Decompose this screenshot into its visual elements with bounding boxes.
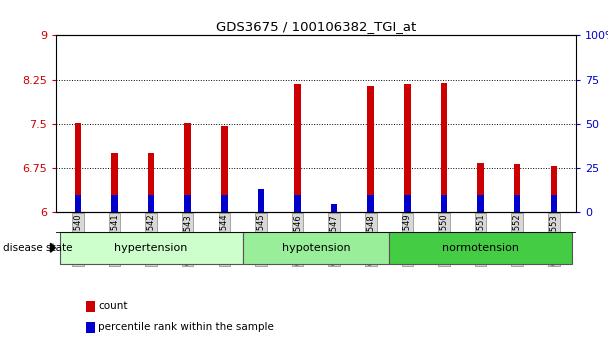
Bar [258, 210, 264, 212]
Bar [367, 195, 374, 212]
Text: disease state: disease state [3, 243, 72, 253]
Bar [294, 84, 301, 212]
Bar [111, 195, 118, 212]
Bar [389, 232, 572, 264]
Bar [550, 195, 557, 212]
Bar [243, 232, 389, 264]
Text: normotension: normotension [442, 243, 519, 253]
Title: GDS3675 / 100106382_TGI_at: GDS3675 / 100106382_TGI_at [216, 20, 416, 33]
Bar [148, 195, 154, 212]
Bar [514, 164, 520, 212]
Bar [184, 123, 191, 212]
Bar [221, 195, 227, 212]
Bar [221, 126, 227, 212]
Bar [404, 84, 410, 212]
Bar [514, 195, 520, 212]
Text: percentile rank within the sample: percentile rank within the sample [98, 322, 274, 332]
Bar [331, 205, 337, 212]
Bar [477, 195, 484, 212]
Bar [75, 123, 81, 212]
Bar [148, 153, 154, 212]
Bar [60, 232, 243, 264]
Bar [184, 195, 191, 212]
Bar [294, 195, 301, 212]
Bar [477, 164, 484, 212]
Text: hypotension: hypotension [282, 243, 350, 253]
Bar [441, 195, 447, 212]
Bar [75, 195, 81, 212]
Bar [111, 153, 118, 212]
Text: count: count [98, 301, 128, 311]
Bar [550, 166, 557, 212]
Bar [441, 83, 447, 212]
Bar [404, 195, 410, 212]
Bar [367, 86, 374, 212]
Bar [258, 189, 264, 212]
Text: hypertension: hypertension [114, 243, 188, 253]
Bar [331, 204, 337, 212]
